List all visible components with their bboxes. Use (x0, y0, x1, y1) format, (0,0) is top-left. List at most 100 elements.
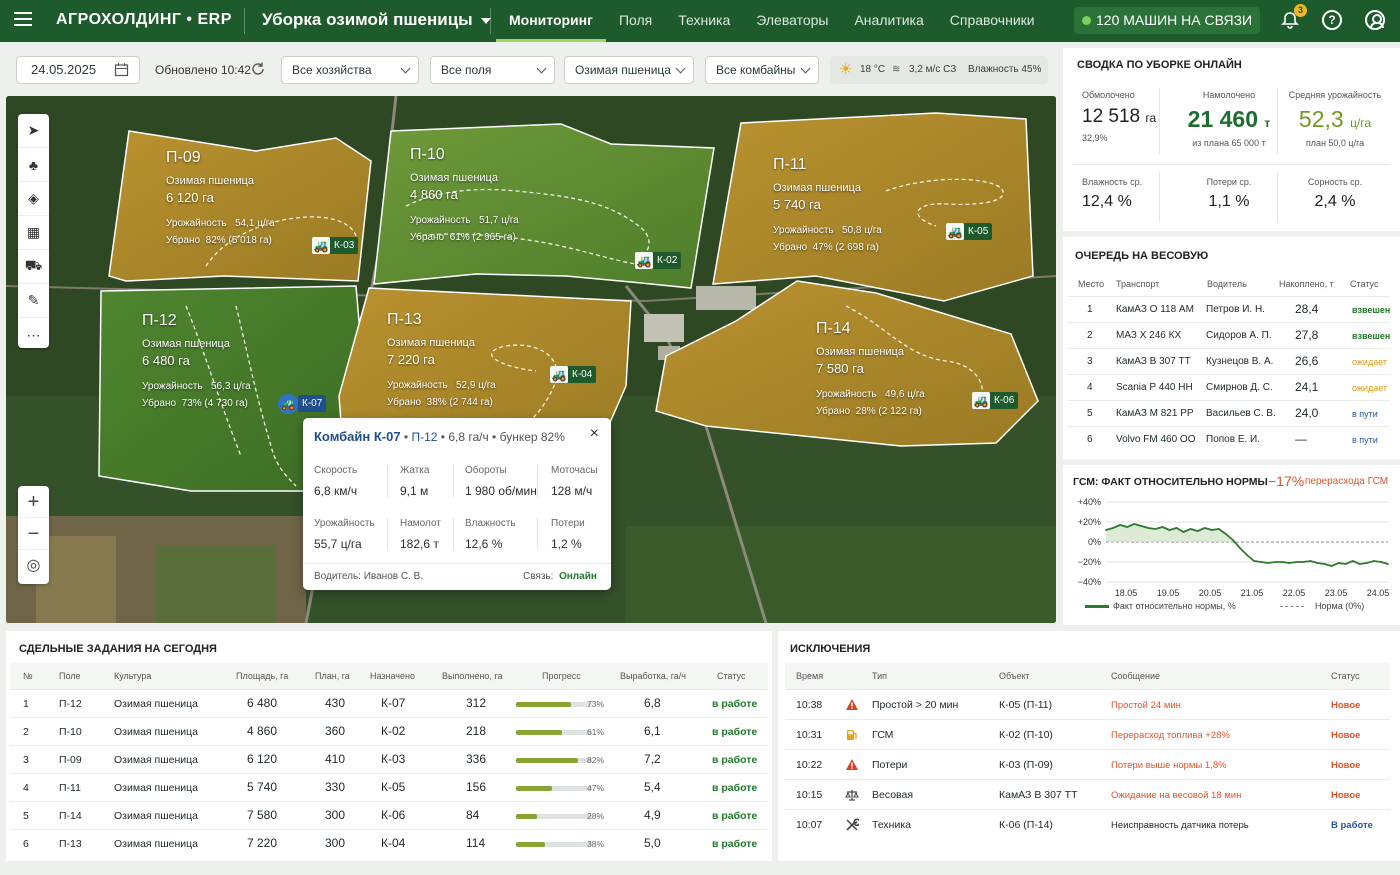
job-row[interactable]: 2 П-10 Озимая пшеница 4 860 360 К-02 218 61% 6,1… (10, 717, 768, 745)
nav-machinery[interactable]: Техника (678, 12, 731, 28)
queue-row[interactable]: 1 КамАЗ О 118 АМ Петров И. Н. 28,4 взвешен (1067, 296, 1390, 322)
vehicle-marker-k07[interactable]: 🚜 К-07 (278, 393, 327, 414)
exception-row[interactable]: 10:15 Весовая КамАЗ В 307 ТТ Ожидание на ве… (785, 779, 1390, 809)
fuel-value: −17% (1268, 473, 1305, 489)
help-icon[interactable]: ? (1322, 10, 1342, 30)
locate-icon[interactable]: ◎ (26, 557, 41, 574)
field-label-p13[interactable]: П-13 Озимая пшеница 7 220 га Урожайность 52… (387, 311, 496, 411)
bell-icon[interactable] (1280, 10, 1300, 30)
field-label-p12[interactable]: П-12 Озимая пшеница 6 480 га Урожайность 56… (142, 312, 251, 412)
field-name: П-09 (166, 149, 201, 166)
job-done: 156 (466, 780, 487, 794)
field-label-p09[interactable]: П-09 Озимая пшеница 6 120 га Урожайность 54… (166, 149, 275, 249)
exception-row[interactable]: 10:22 Потери К-03 (П-09) Потери выше нормы … (785, 749, 1390, 779)
fields-select[interactable]: Все поля (430, 56, 555, 84)
stat-label: Намолот (400, 518, 441, 529)
job-plan: 300 (325, 836, 346, 850)
queue-row[interactable]: 5 КамАЗ М 821 РР Васильев С. В. 24,0 в пути (1067, 400, 1390, 426)
combines-select[interactable]: Все комбайны (705, 56, 819, 84)
queue-row[interactable]: 4 Scania Р 440 НН Смирнов Д. С. 24,1 ожидает (1067, 374, 1390, 400)
cursor-icon[interactable]: ➤ (18, 114, 49, 148)
data-point-fact (1203, 527, 1206, 529)
col-header: Статус (717, 671, 746, 681)
data-point-fact (1366, 562, 1368, 564)
layers-icon[interactable]: ◈ (18, 182, 49, 216)
job-crop: Озимая пшеница (114, 726, 198, 738)
more-icon[interactable]: ⋯ (26, 326, 41, 343)
data-point-fact (1232, 539, 1234, 541)
vehicle-label: К-04 (568, 366, 597, 383)
popup-stat: Намолот 182,6 т (400, 518, 441, 551)
field-yield: 52,9 ц/га (455, 380, 496, 391)
fuel-icon (845, 728, 859, 745)
vehicle-marker-k06[interactable]: 🚜 К-06 (972, 392, 1019, 409)
exception-type: Простой > 20 мин (872, 699, 959, 711)
data-point-fact (1112, 527, 1114, 529)
ruler-icon[interactable]: ✎ (18, 284, 49, 318)
field-crop: Озимая пшеница (410, 172, 498, 184)
nav-references[interactable]: Справочники (949, 12, 1035, 28)
job-row[interactable]: 3 П-09 Озимая пшеница 6 120 410 К-03 336 82% 7,2… (10, 745, 768, 773)
stat-label: Моточасы (551, 465, 598, 476)
field-label-p10[interactable]: П-10 Озимая пшеница 4 860 га Урожайность 51… (410, 146, 519, 246)
job-field: П-11 (59, 782, 81, 794)
job-row[interactable]: 5 П-14 Озимая пшеница 7 580 300 К-06 84 28% 4,9 в… (10, 801, 768, 829)
kpi-unit: ц/га (1350, 116, 1372, 130)
queue-vehicle: Volvo FM 460 ОО (1116, 434, 1196, 445)
job-progress-fill (516, 842, 545, 847)
stat-label: Скорость (314, 465, 358, 476)
queue-amount: 24,1 (1295, 380, 1319, 394)
vehicle-marker-k03[interactable]: 🚜 К-03 (312, 237, 359, 254)
zoom-out-icon[interactable]: − (18, 518, 49, 550)
field-name: П-12 (142, 312, 177, 329)
job-row[interactable]: 6 П-13 Озимая пшеница 7 220 300 К-04 114 38% 5,0… (10, 829, 768, 857)
table-icon[interactable]: ▦ (18, 216, 49, 250)
popup-field[interactable]: П-12 (411, 430, 438, 444)
nav-monitoring[interactable]: Мониторинг (496, 0, 606, 42)
online-machines-badge[interactable]: 120 МАШИН НА СВЯЗИ (1074, 7, 1260, 34)
crop-icon[interactable]: ♣ (18, 148, 49, 182)
done-label: Убрано (410, 232, 445, 243)
job-row[interactable]: 4 П-11 Озимая пшеница 5 740 330 К-05 156 47% 5,4… (10, 773, 768, 801)
queue-row[interactable]: 6 Volvo FM 460 ОО Попов Е. И. — в пути (1067, 426, 1390, 452)
y-tick-label: 0% (1088, 537, 1101, 547)
exception-row[interactable]: 10:07 Техника К-06 (П-14) Неисправность дат… (785, 809, 1390, 839)
queue-row[interactable]: 3 КамАЗ В 307 ТТ Кузнецов В. А. 26,6 ожидает (1067, 348, 1390, 374)
zoom-in-icon[interactable]: + (18, 486, 49, 518)
vehicle-marker-k04[interactable]: 🚜 К-04 (550, 366, 597, 383)
farm-select[interactable]: Все хозяйства (281, 56, 419, 84)
nav-analytics[interactable]: Аналитика (854, 12, 924, 28)
vehicle-marker-k02[interactable]: 🚜 К-02 (635, 252, 682, 269)
crop-select[interactable]: Озимая пшеница (564, 56, 694, 84)
user-icon[interactable] (1365, 10, 1385, 30)
task-selector[interactable]: Уборка озимой пшеницы (262, 10, 491, 30)
data-point-fact (1154, 528, 1157, 530)
nav-elevators[interactable]: Элеваторы (756, 12, 829, 28)
exception-message: Перерасход топлива +28% (1111, 730, 1230, 741)
menu-icon[interactable] (14, 12, 32, 26)
field-label-p11[interactable]: П-11 Озимая пшеница 5 740 га Урожайность 50… (773, 156, 882, 256)
nav-fields[interactable]: Поля (618, 12, 653, 28)
kpi-label: Обмолочено (1082, 90, 1135, 100)
queue-row[interactable]: 2 МАЗ Х 246 КХ Сидоров А. П. 27,8 взвешен (1067, 322, 1390, 348)
done-label: Убрано (773, 242, 808, 253)
queue-title: ОЧЕРЕДЬ НА ВЕСОВУЮ (1075, 250, 1209, 262)
vehicle-marker-k05[interactable]: 🚜 К-05 (946, 223, 993, 240)
date-picker[interactable]: 24.05.2025 (16, 56, 140, 84)
data-point-fact (1210, 529, 1213, 531)
legend-fact-swatch (1085, 605, 1109, 608)
stat-label: Влажность (465, 518, 516, 529)
job-row[interactable]: 1 П-12 Озимая пшеница 6 480 430 К-07 312 73% 6,8… (10, 689, 768, 717)
refresh-icon[interactable] (250, 61, 266, 77)
close-icon[interactable]: × (589, 425, 599, 442)
queue-status: в пути (1352, 409, 1378, 419)
exception-row[interactable]: 10:38 Простой > 20 мин К-05 (П-11) Простой … (785, 689, 1390, 719)
data-point-fact (1133, 523, 1136, 525)
divider (453, 518, 454, 550)
field-label-p14[interactable]: П-14 Озимая пшеница 7 580 га Урожайность 49… (816, 320, 925, 420)
exception-row[interactable]: 10:31 ГСМ К-02 (П-10) Перерасход топлива +2… (785, 719, 1390, 749)
exception-object: КамАЗ В 307 ТТ (999, 789, 1078, 801)
job-rate: 6,8 (644, 696, 661, 710)
tractor-icon[interactable]: ⛟ (18, 250, 49, 284)
job-number: 1 (23, 698, 29, 710)
